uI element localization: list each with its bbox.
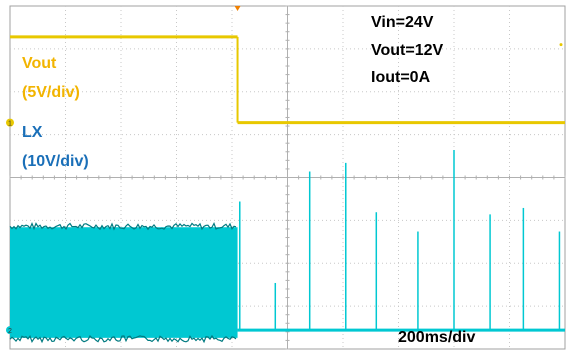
lx-switching-band: [10, 227, 238, 338]
lx-label: LX: [22, 124, 43, 141]
lx-band-bottom-edge: [9, 334, 237, 344]
lx-band-top-edge: [9, 222, 237, 231]
traces: [9, 35, 565, 344]
vout-label: Vout: [22, 55, 57, 72]
vout-scale-label: (5V/div): [22, 84, 80, 101]
ch1-marker: [6, 118, 14, 127]
ch2-marker-label: 2: [8, 328, 12, 335]
iout-condition: Iout=0A: [371, 69, 431, 86]
lx-scale-label: (10V/div): [22, 153, 89, 170]
ch2-marker: [6, 326, 14, 335]
time-scale-label: 200ms/div: [398, 329, 475, 346]
vin-condition: Vin=24V: [371, 14, 434, 31]
trigger-level-dot: [559, 43, 563, 47]
vout-condition: Vout=12V: [371, 42, 444, 59]
channel-markers: 12: [6, 6, 563, 335]
ch1-marker-label: 1: [8, 121, 12, 128]
trigger-marker: [234, 6, 241, 11]
